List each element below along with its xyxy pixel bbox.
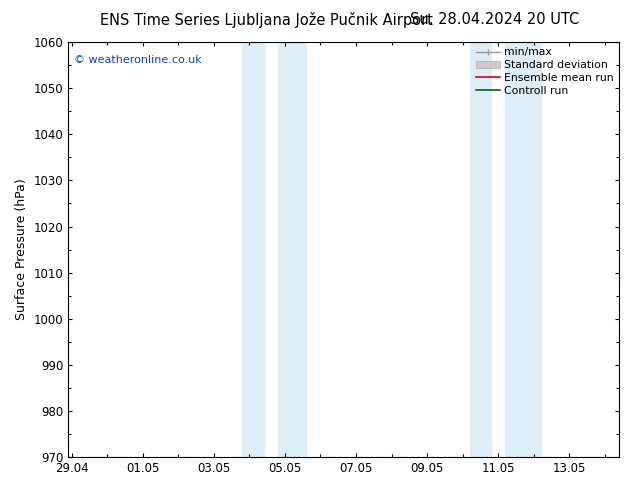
Bar — [242, 42, 264, 457]
Bar — [505, 42, 541, 457]
Y-axis label: Surface Pressure (hPa): Surface Pressure (hPa) — [15, 179, 28, 320]
Text: ENS Time Series Ljubljana Jože Pučnik Airport: ENS Time Series Ljubljana Jože Pučnik Ai… — [100, 12, 433, 28]
Bar — [278, 42, 306, 457]
Legend: min/max, Standard deviation, Ensemble mean run, Controll run: min/max, Standard deviation, Ensemble me… — [472, 44, 617, 99]
Bar — [470, 42, 491, 457]
Text: © weatheronline.co.uk: © weatheronline.co.uk — [74, 54, 202, 65]
Text: Su. 28.04.2024 20 UTC: Su. 28.04.2024 20 UTC — [410, 12, 579, 27]
